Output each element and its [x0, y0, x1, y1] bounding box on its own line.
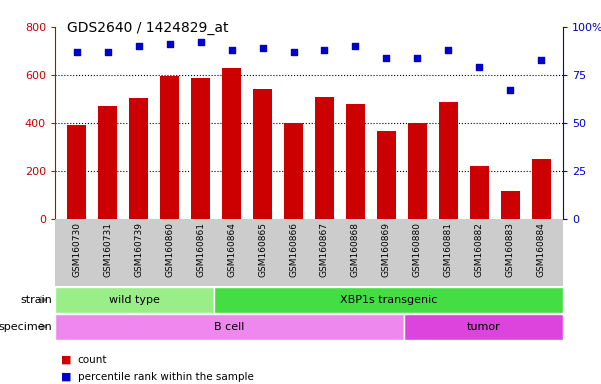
Text: percentile rank within the sample: percentile rank within the sample — [78, 372, 254, 382]
Text: GSM160883: GSM160883 — [506, 222, 515, 277]
Bar — [55, 314, 404, 340]
Bar — [191, 78, 210, 219]
Point — [475, 64, 484, 70]
Bar — [214, 287, 563, 313]
Bar — [55, 287, 214, 313]
Bar — [470, 166, 489, 219]
Bar — [160, 76, 179, 219]
Point — [103, 49, 112, 55]
Point — [72, 49, 82, 55]
Bar — [501, 191, 520, 219]
Text: GSM160868: GSM160868 — [351, 222, 360, 277]
Point — [288, 49, 298, 55]
Text: GSM160861: GSM160861 — [196, 222, 205, 277]
Text: GSM160866: GSM160866 — [289, 222, 298, 277]
Point — [196, 39, 206, 45]
Text: specimen: specimen — [0, 322, 52, 332]
Bar — [284, 123, 303, 219]
Text: GSM160731: GSM160731 — [103, 222, 112, 277]
Point — [134, 43, 144, 49]
Bar — [222, 68, 241, 219]
Text: GSM160867: GSM160867 — [320, 222, 329, 277]
Text: GSM160865: GSM160865 — [258, 222, 267, 277]
Point — [165, 41, 174, 47]
Point — [350, 43, 360, 49]
Text: GSM160739: GSM160739 — [134, 222, 143, 277]
Bar — [253, 89, 272, 219]
Bar — [55, 219, 563, 286]
Bar — [439, 103, 458, 219]
Text: strain: strain — [20, 295, 52, 305]
Text: GSM160864: GSM160864 — [227, 222, 236, 277]
Text: XBP1s transgenic: XBP1s transgenic — [340, 295, 437, 305]
Point — [258, 45, 267, 51]
Text: GSM160880: GSM160880 — [413, 222, 422, 277]
Bar — [67, 125, 86, 219]
Text: GSM160860: GSM160860 — [165, 222, 174, 277]
Bar — [404, 314, 563, 340]
Text: GSM160884: GSM160884 — [537, 222, 546, 277]
Text: ■: ■ — [61, 355, 72, 365]
Text: wild type: wild type — [109, 295, 160, 305]
Text: GSM160869: GSM160869 — [382, 222, 391, 277]
Text: count: count — [78, 355, 108, 365]
Text: ■: ■ — [61, 372, 72, 382]
Point — [382, 55, 391, 61]
Point — [537, 56, 546, 63]
Bar — [408, 123, 427, 219]
Point — [505, 87, 515, 93]
Bar — [532, 159, 551, 219]
Bar — [346, 104, 365, 219]
Bar — [99, 106, 117, 219]
Text: GSM160881: GSM160881 — [444, 222, 453, 277]
Point — [227, 47, 236, 53]
Text: B cell: B cell — [215, 322, 245, 332]
Text: GSM160730: GSM160730 — [72, 222, 81, 277]
Text: GSM160882: GSM160882 — [475, 222, 484, 277]
Bar — [129, 98, 148, 219]
Text: tumor: tumor — [467, 322, 501, 332]
Bar — [315, 97, 334, 219]
Point — [413, 55, 423, 61]
Point — [444, 47, 453, 53]
Text: GDS2640 / 1424829_at: GDS2640 / 1424829_at — [67, 21, 228, 35]
Point — [320, 47, 329, 53]
Bar — [377, 131, 395, 219]
